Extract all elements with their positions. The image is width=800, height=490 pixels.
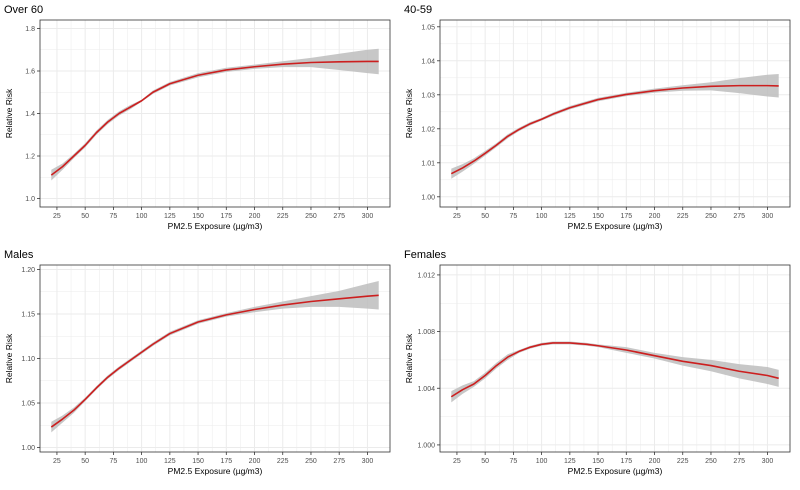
confidence-band [451,74,779,179]
relative-risk-line [450,84,779,175]
x-tick-label: 200 [249,458,261,465]
x-tick-label: 175 [620,213,632,220]
panel-males: Males 25 50 75 100 125 150 175 200 225 250 275 300 1.… [0,245,400,490]
x-axis-label: PM2.5 Exposure (µg/m3) [168,466,263,476]
panel-title: Females [404,249,447,261]
x-tick-label: 250 [705,213,717,220]
x-tick-label: 100 [536,213,548,220]
x-tick-label: 225 [677,458,689,465]
x-tick-label: 250 [305,213,317,220]
y-tick-label: 1.03 [421,92,435,99]
y-tick-label: 1.20 [21,267,35,274]
x-tick-label: 150 [592,458,604,465]
panel-over-60: Over 60 25 50 75 100 125 150 175 200 225 250 275 300… [0,0,400,245]
x-tick-label: 300 [762,213,774,220]
x-tick-label: 100 [136,458,148,465]
y-axis-label: Relative Risk [4,88,14,138]
x-tick-label: 125 [164,213,176,220]
confidence-band [51,48,379,181]
x-tick-label: 100 [536,458,548,465]
x-tick-label: 275 [733,213,745,220]
y-tick-label: 1.05 [421,24,435,31]
y-tick-label: 1.004 [417,386,435,393]
x-tick-label: 75 [509,458,517,465]
x-tick-label: 275 [333,458,345,465]
x-tick-label: 275 [333,213,345,220]
panel-females: Females 25 50 75 100 125 150 175 200 225 250 275 300… [400,245,800,490]
y-tick-label: 1.008 [417,329,435,336]
x-tick-label: 50 [481,458,489,465]
y-tick-label: 1.00 [21,445,35,452]
x-tick-label: 250 [305,458,317,465]
relative-risk-line [50,294,379,428]
x-tick-label: 50 [481,213,489,220]
x-tick-label: 200 [249,213,261,220]
x-tick-label: 225 [277,458,289,465]
y-tick-label: 1.10 [21,356,35,363]
x-tick-label: 300 [762,458,774,465]
relative-risk-line [50,60,379,176]
x-axis-label: PM2.5 Exposure (µg/m3) [568,221,663,231]
x-tick-label: 100 [136,213,148,220]
x-tick-label: 150 [192,458,204,465]
x-tick-label: 300 [362,213,374,220]
x-tick-label: 25 [453,458,461,465]
chart-40-59: 40-59 25 50 75 100 125 150 175 200 225 250 275 300 1.… [404,4,791,231]
y-tick-label: 1.000 [417,442,435,449]
confidence-band [451,341,779,403]
y-tick-label: 1.04 [421,58,435,65]
x-tick-label: 200 [649,458,661,465]
x-tick-label: 50 [81,458,89,465]
y-tick-label: 1.02 [421,126,435,133]
y-tick-label: 1.05 [21,401,35,408]
y-tick-label: 1.6 [25,69,35,76]
x-tick-label: 75 [109,213,117,220]
relative-risk-line [450,342,779,398]
y-axis-label: Relative Risk [404,333,414,383]
x-tick-label: 250 [705,458,717,465]
x-tick-label: 175 [620,458,632,465]
y-axis-label: Relative Risk [4,333,14,383]
x-tick-label: 225 [277,213,289,220]
y-axis-label: Relative Risk [404,88,414,138]
panel-title: Males [4,249,34,261]
chart-males: Males 25 50 75 100 125 150 175 200 225 250 275 300 1.… [4,249,391,476]
plot-border [439,19,791,208]
x-tick-label: 300 [362,458,374,465]
x-tick-label: 125 [164,458,176,465]
panel-title: Over 60 [4,4,43,16]
x-tick-label: 75 [509,213,517,220]
x-tick-label: 225 [677,213,689,220]
panel-40-59: 40-59 25 50 75 100 125 150 175 200 225 250 275 300 1.… [400,0,800,245]
panel-title: 40-59 [404,4,432,16]
x-tick-label: 75 [109,458,117,465]
y-tick-label: 1.0 [25,196,35,203]
chart-females: Females 25 50 75 100 125 150 175 200 225 250 275 300… [404,249,791,476]
x-axis-label: PM2.5 Exposure (µg/m3) [168,221,263,231]
y-tick-label: 1.00 [421,194,435,201]
x-tick-label: 150 [192,213,204,220]
x-tick-label: 50 [81,213,89,220]
plot-border [439,264,791,453]
x-tick-label: 175 [220,213,232,220]
x-tick-label: 25 [453,213,461,220]
confidence-band [51,281,379,433]
y-tick-label: 1.4 [25,111,35,118]
y-tick-label: 1.8 [25,26,35,33]
x-tick-label: 150 [592,213,604,220]
x-tick-label: 25 [53,213,61,220]
x-tick-label: 200 [649,213,661,220]
x-tick-label: 25 [53,458,61,465]
x-tick-label: 125 [564,458,576,465]
y-tick-label: 1.012 [417,272,435,279]
y-tick-label: 1.15 [21,311,35,318]
x-axis-label: PM2.5 Exposure (µg/m3) [568,466,663,476]
x-tick-label: 275 [733,458,745,465]
x-tick-label: 175 [220,458,232,465]
y-tick-label: 1.2 [25,154,35,161]
y-tick-label: 1.01 [421,160,435,167]
x-tick-label: 125 [564,213,576,220]
chart-over-60: Over 60 25 50 75 100 125 150 175 200 225 250 275 300… [4,4,391,231]
